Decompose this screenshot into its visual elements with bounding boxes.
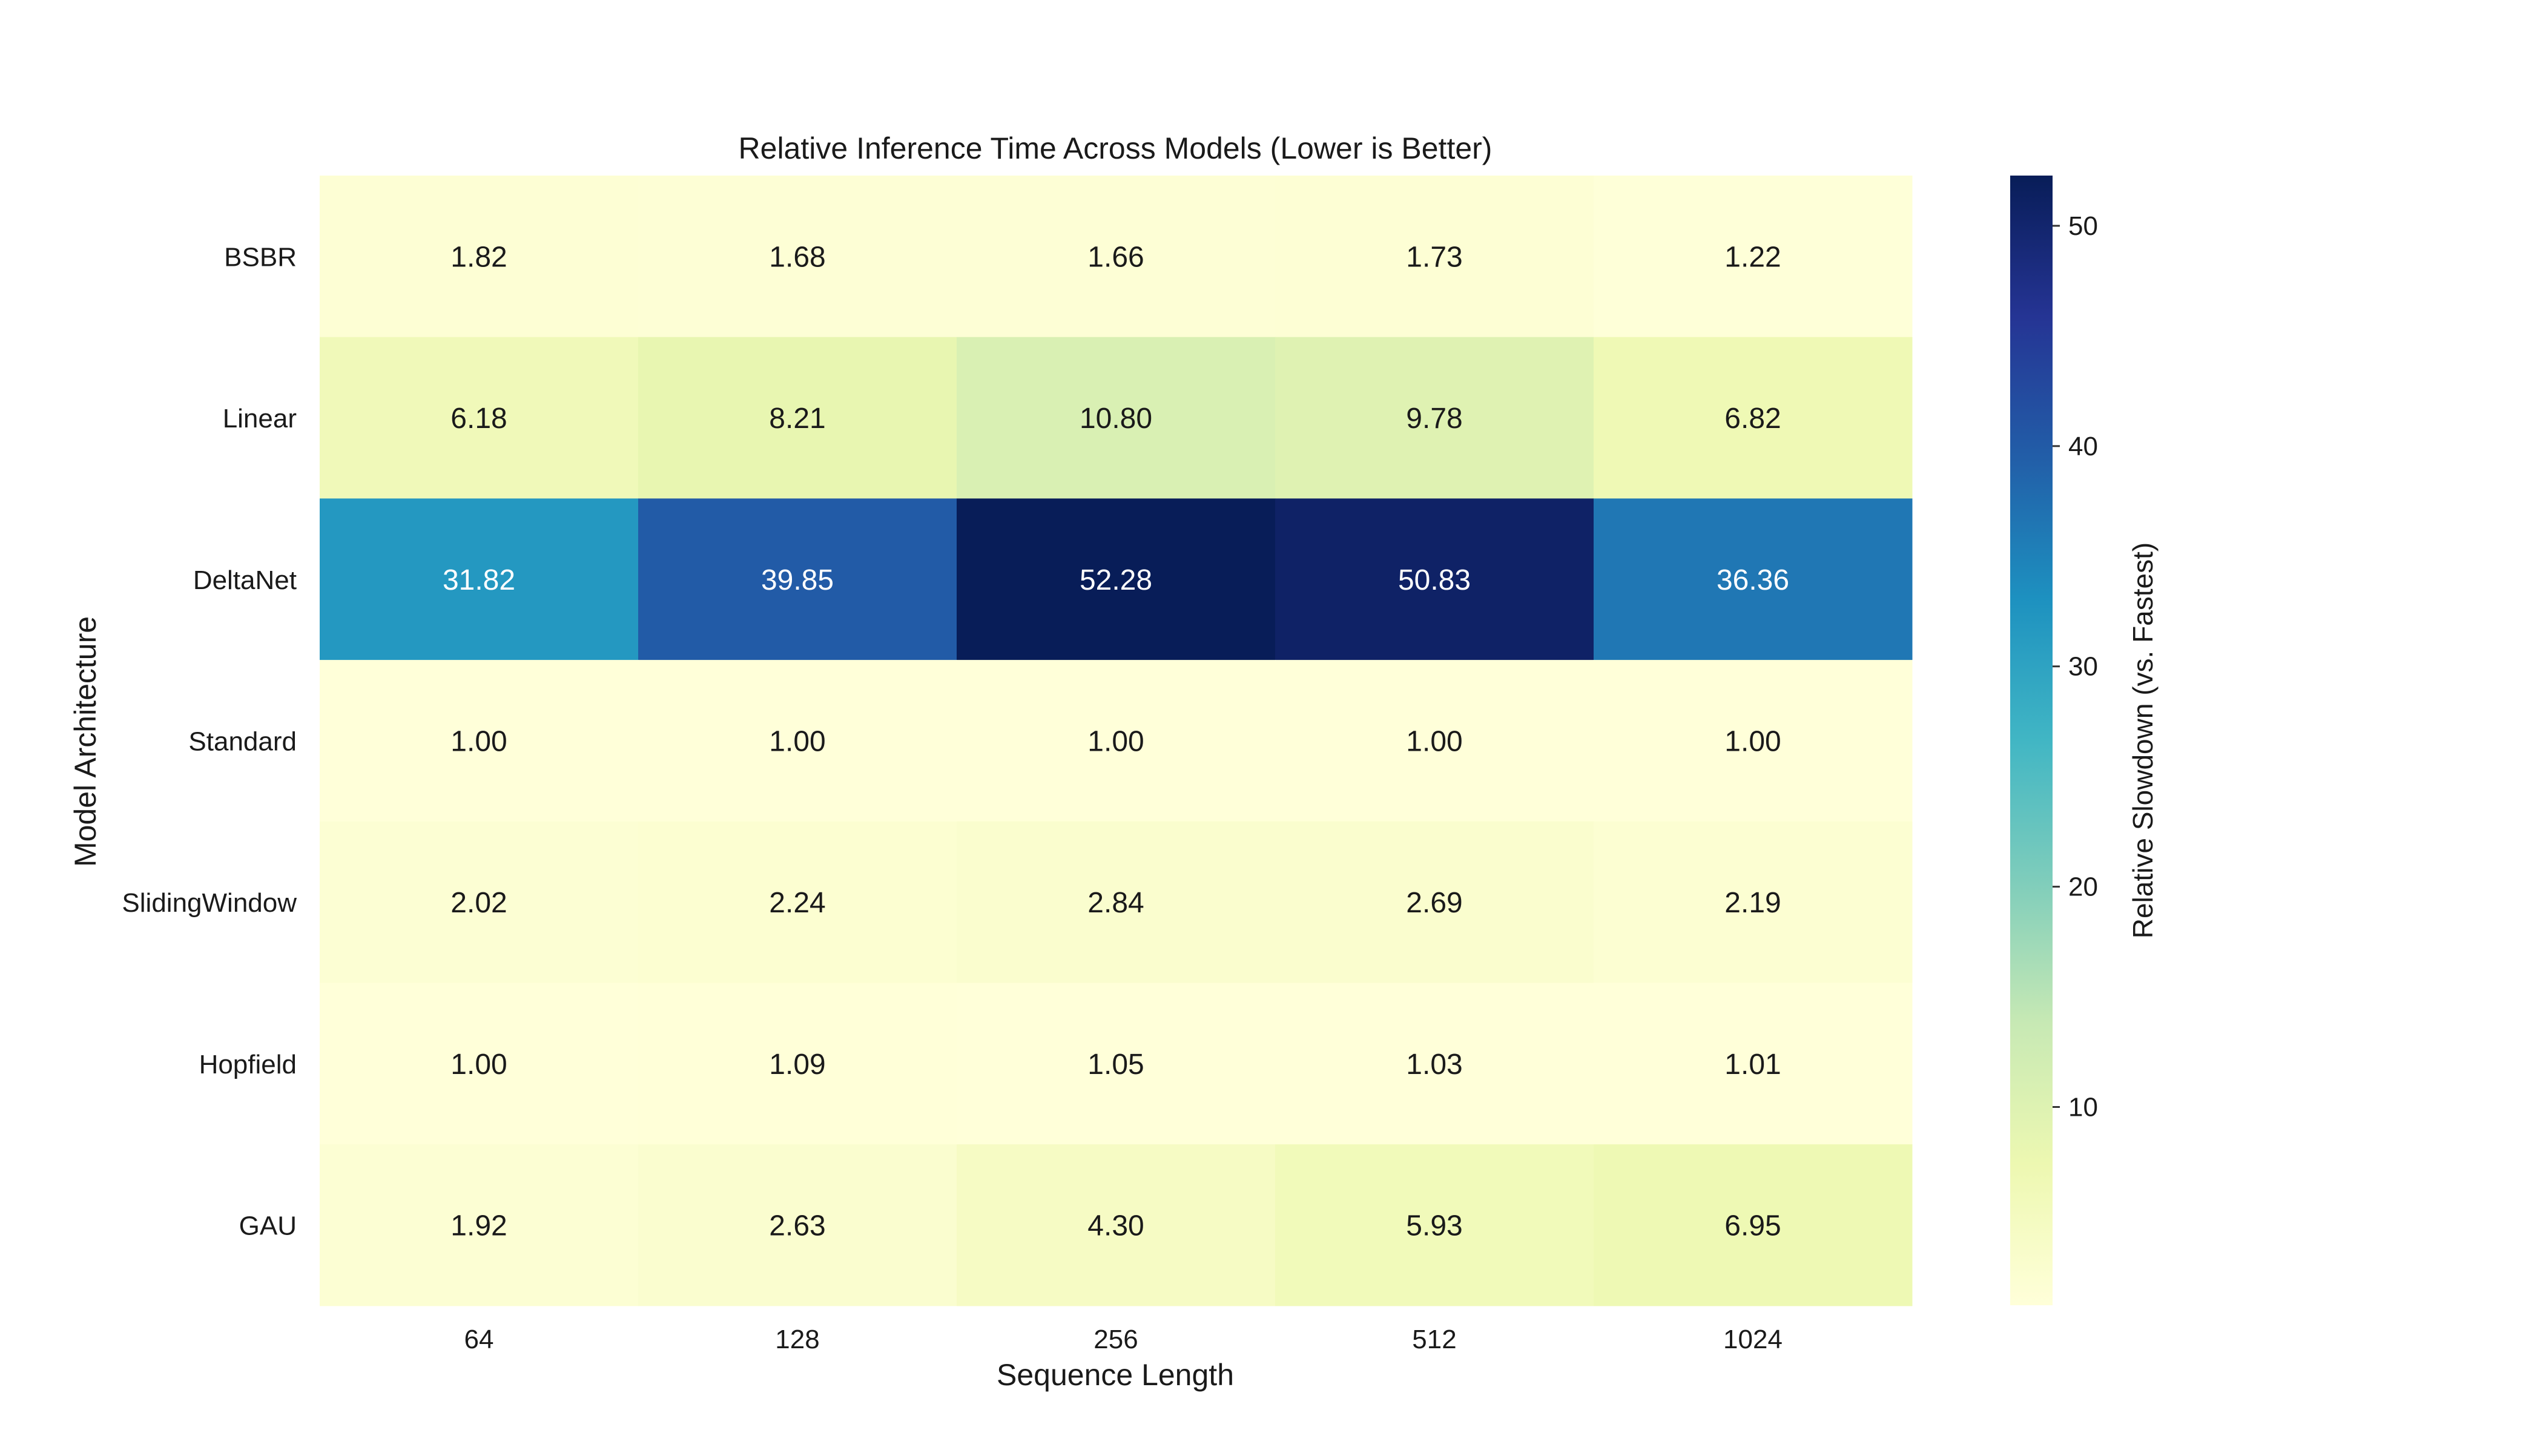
cell-value-label: 2.19 — [1724, 887, 1781, 919]
heatmap-cell — [1275, 1144, 1594, 1306]
cell-value-label: 50.83 — [1398, 564, 1471, 596]
y-axis-label: Model Architecture — [68, 616, 102, 867]
cell-value-label: 2.84 — [1087, 887, 1144, 919]
heatmap-cell — [1275, 821, 1594, 983]
cell-value-label: 2.69 — [1406, 887, 1462, 919]
cell-value-label: 5.93 — [1406, 1210, 1462, 1242]
heatmap-cell — [638, 983, 957, 1145]
heatmap-cell — [638, 498, 957, 660]
cell-value-label: 6.18 — [450, 403, 507, 435]
heatmap-cell — [957, 821, 1276, 983]
y-tick-label: Linear — [223, 404, 297, 433]
colorbar-tick-label: 10 — [2068, 1093, 2098, 1122]
cell-value-label: 10.80 — [1080, 403, 1152, 435]
heatmap-cell — [1275, 176, 1594, 338]
cell-value-label: 1.01 — [1724, 1049, 1781, 1081]
x-tick-label: 64 — [464, 1325, 494, 1354]
heatmap-cell — [1275, 660, 1594, 822]
cell-value-label: 1.73 — [1406, 241, 1462, 273]
cell-value-label: 31.82 — [443, 564, 515, 596]
chart-title: Relative Inference Time Across Models (L… — [739, 131, 1492, 165]
cell-value-label: 1.00 — [1406, 725, 1462, 757]
cell-value-label: 1.22 — [1724, 241, 1781, 273]
heatmap-cell — [320, 498, 639, 660]
colorbar-tick-label: 40 — [2068, 432, 2098, 461]
y-tick-label: BSBR — [224, 242, 297, 272]
heatmap-cell — [957, 498, 1276, 660]
heatmap-cell — [1594, 1144, 1913, 1306]
y-tick-label: SlidingWindow — [122, 888, 297, 918]
heatmap-cell — [638, 176, 957, 338]
y-axis-ticks: BSBR Linear DeltaNet Standard SlidingWindow H… — [122, 242, 297, 1240]
heatmap-cell — [320, 337, 639, 499]
cell-value-label: 1.68 — [769, 241, 825, 273]
cell-value-label: 1.00 — [1087, 725, 1144, 757]
colorbar-tick-label: 20 — [2068, 872, 2098, 902]
cell-value-label: 1.66 — [1087, 241, 1144, 273]
cell-value-label: 1.92 — [450, 1210, 507, 1242]
heatmap-cell — [320, 1144, 639, 1306]
heatmap-cell — [638, 1144, 957, 1306]
heatmap-cell — [320, 176, 639, 338]
cell-value-label: 1.00 — [769, 725, 825, 757]
cell-value-label: 52.28 — [1080, 564, 1152, 596]
x-tick-label: 1024 — [1723, 1325, 1783, 1354]
heatmap-cell — [320, 983, 639, 1145]
y-tick-label: GAU — [239, 1211, 297, 1241]
y-tick-label: Hopfield — [199, 1050, 297, 1079]
x-tick-label: 256 — [1093, 1325, 1138, 1354]
cell-value-label: 1.03 — [1406, 1049, 1462, 1081]
heatmap-cell — [1594, 176, 1913, 338]
y-tick-label: DeltaNet — [193, 565, 297, 595]
heatmap-cell — [638, 660, 957, 822]
colorbar-label: Relative Slowdown (vs. Fastest) — [2127, 542, 2159, 938]
heatmap-cell — [1594, 821, 1913, 983]
heatmap-cell — [1594, 498, 1913, 660]
x-tick-label: 512 — [1412, 1325, 1456, 1354]
heatmap-cell — [638, 821, 957, 983]
heatmap-cell — [957, 176, 1276, 338]
cell-value-label: 4.30 — [1087, 1210, 1144, 1242]
cell-value-label: 1.09 — [769, 1049, 825, 1081]
cell-value-label: 39.85 — [761, 564, 834, 596]
colorbar: 10 20 30 40 50 Relative Slowdown (vs. Fastes… — [2010, 176, 2159, 1305]
cell-value-label: 2.63 — [769, 1210, 825, 1242]
heatmap-cell — [320, 660, 639, 822]
cell-value-label: 6.95 — [1724, 1210, 1781, 1242]
heatmap-cells: 1.82 1.68 1.66 1.73 1.22 6.18 8.21 10.80 9.78 6.8… — [320, 176, 1913, 1306]
heatmap-cell — [1594, 983, 1913, 1145]
cell-value-label: 1.00 — [450, 1049, 507, 1081]
cell-value-label: 36.36 — [1717, 564, 1789, 596]
cell-value-label: 8.21 — [769, 403, 825, 435]
colorbar-ticks: 10 20 30 40 50 — [2053, 211, 2098, 1122]
heatmap-cell — [1275, 498, 1594, 660]
x-tick-label: 128 — [775, 1325, 819, 1354]
heatmap-cell — [320, 821, 639, 983]
heatmap-cell — [957, 337, 1276, 499]
cell-value-label: 1.82 — [450, 241, 507, 273]
cell-value-label: 2.24 — [769, 887, 825, 919]
x-axis-label: Sequence Length — [997, 1358, 1234, 1392]
heatmap-cell — [1275, 337, 1594, 499]
colorbar-tick-label: 50 — [2068, 211, 2098, 241]
y-tick-label: Standard — [188, 726, 297, 756]
cell-value-label: 6.82 — [1724, 403, 1781, 435]
cell-value-label: 2.02 — [450, 887, 507, 919]
cell-value-label: 1.05 — [1087, 1049, 1144, 1081]
colorbar-tick-label: 30 — [2068, 652, 2098, 682]
heatmap-cell — [957, 660, 1276, 822]
heatmap-cell — [1594, 337, 1913, 499]
heatmap-cell — [957, 983, 1276, 1145]
heatmap-cell — [638, 337, 957, 499]
colorbar-gradient — [2010, 176, 2053, 1305]
heatmap-cell — [1594, 660, 1913, 822]
cell-value-label: 1.00 — [450, 725, 507, 757]
cell-value-label: 9.78 — [1406, 403, 1462, 435]
x-axis-ticks: 64 128 256 512 1024 — [464, 1325, 1783, 1354]
heatmap-cell — [1275, 983, 1594, 1145]
cell-value-label: 1.00 — [1724, 725, 1781, 757]
heatmap-cell — [957, 1144, 1276, 1306]
